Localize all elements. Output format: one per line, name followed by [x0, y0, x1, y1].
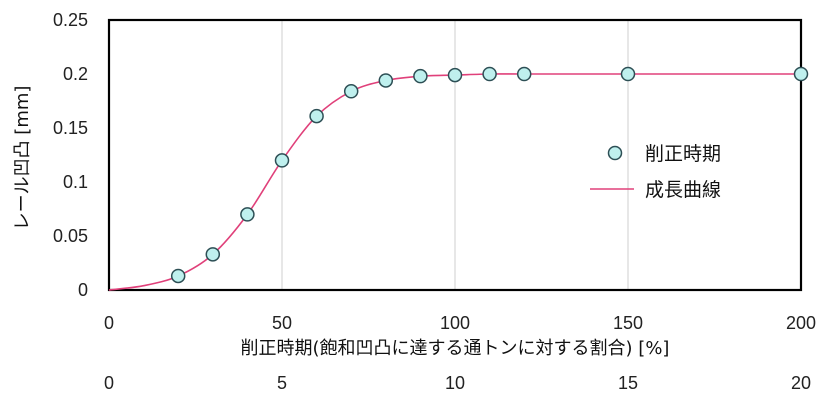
x2-tick-label: 20 [791, 373, 811, 393]
x2-tick-label: 0 [104, 373, 114, 393]
plot-frame [107, 18, 803, 292]
y-tick-label: 0.2 [63, 64, 88, 84]
data-point [516, 66, 532, 82]
growth-curve-line [108, 73, 801, 291]
x2-tick-labels: 0 5 10 15 20 [104, 373, 811, 393]
data-point [205, 247, 221, 262]
y-tick-label: 0.1 [63, 172, 88, 192]
legend-label-line: 成長曲線 [645, 179, 721, 201]
y-tick-label: 0.25 [53, 10, 88, 30]
data-point [240, 207, 255, 222]
x-tick-label: 200 [786, 313, 816, 333]
growth-curve-layer [108, 73, 801, 291]
data-point [620, 66, 636, 82]
data-point [343, 84, 359, 99]
data-point [378, 73, 394, 88]
marker-layer [170, 66, 809, 284]
legend-marker-icon [607, 145, 623, 161]
y-tick-label: 0.15 [53, 118, 88, 138]
x-axis-label: 削正時期(飽和凹凸に達する通トンに対する割合) [%] [241, 338, 670, 359]
data-point [447, 67, 463, 83]
y-tick-label: 0 [78, 280, 88, 300]
x2-tick-label: 10 [445, 373, 465, 393]
x-tick-label: 100 [440, 313, 470, 333]
data-point [413, 68, 428, 84]
x-tick-label: 150 [613, 313, 643, 333]
x-tick-label: 0 [104, 313, 114, 333]
grid-lines [281, 20, 629, 290]
data-point [170, 268, 186, 284]
data-point [309, 108, 324, 124]
y-tick-labels: 0 0.05 0.1 0.15 0.2 0.25 [53, 10, 88, 300]
y-tick-label: 0.05 [53, 226, 88, 246]
x-tick-label: 50 [272, 313, 292, 333]
data-point [274, 153, 290, 168]
x-tick-labels: 0 50 100 150 200 [104, 313, 816, 333]
y-axis-label: レール凹凸 [mm] [12, 86, 33, 231]
data-point [793, 66, 809, 82]
x2-tick-label: 15 [618, 373, 638, 393]
data-point [482, 66, 497, 82]
legend-label-markers: 削正時期 [645, 143, 721, 165]
legend: 削正時期 成長曲線 [590, 143, 721, 201]
x2-tick-label: 5 [277, 373, 287, 393]
